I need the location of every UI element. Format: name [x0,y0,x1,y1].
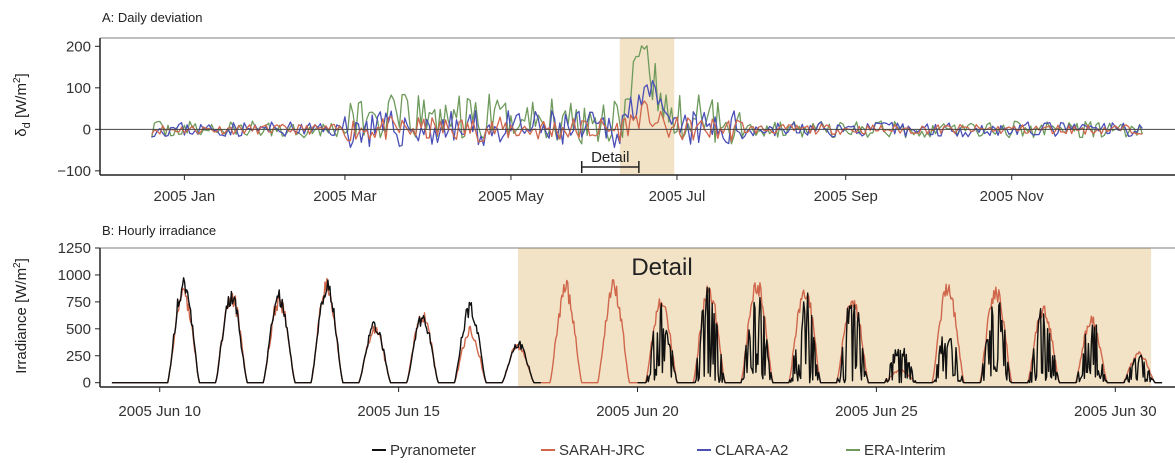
panel-a-xtick-label: 2005 Jan [153,188,215,205]
panel-b-series-pyranometer-1 [111,277,541,384]
panel-b-xtick-label: 2005 Jun 10 [118,403,201,420]
legend-label: Pyranometer [390,442,476,459]
legend-item-sarah-jrc: SARAH-JRC [541,442,645,459]
panel-b-yticks: 0 250 500 750 1000 1250 [58,240,100,392]
panel-a-xtick-label: 2005 Sep [814,188,878,205]
panel-a-detail-label: Detail [591,149,629,166]
panel-a-ytick-label: 0 [83,121,91,138]
panel-a-yticks: −100 0 100 200 [57,38,100,180]
panel-a-series-sarah-jrc [151,100,1143,143]
panel-a-ytick-label: 100 [66,80,91,97]
panel-a-lines [100,45,1175,149]
panel-b-detail-label: Detail [631,254,692,281]
legend-item-era-interim: ERA-Interim [846,442,946,459]
panel-a-xtick-label: 2005 May [478,188,544,205]
panel-b-xtick-label: 2005 Jun 25 [835,403,918,420]
panel-b-series-pyranometer-2 [637,286,1163,384]
legend: Pyranometer SARAH-JRC CLARA-A2 ERA-Interim [372,442,946,459]
panel-b-ytick-label: 0 [83,375,91,392]
panel-b: B: Hourly irradiance Detail 0 250 500 750 10… [12,223,1175,420]
panel-b-xticks: 2005 Jun 10 2005 Jun 15 2005 Jun 20 2005 Ju… [118,387,1157,420]
panel-b-title: B: Hourly irradiance [102,223,216,238]
panel-a-xtick-label: 2005 Mar [313,188,376,205]
panel-b-ytick-label: 250 [66,348,91,365]
panel-a-ytick-label: −100 [57,163,91,180]
panel-a-title: A: Daily deviation [102,10,202,25]
legend-label: ERA-Interim [864,442,946,459]
legend-item-pyranometer: Pyranometer [372,442,476,459]
panel-a-xtick-label: 2005 Jul [649,188,706,205]
panel-b-ytick-label: 500 [66,321,91,338]
panel-b-ytick-label: 1250 [58,240,91,257]
panel-b-ytick-label: 1000 [58,267,91,284]
panel-b-xtick-label: 2005 Jun 15 [357,403,440,420]
panel-a-xtick-label: 2005 Nov [980,188,1045,205]
legend-label: CLARA-A2 [715,442,788,459]
legend-label: SARAH-JRC [559,442,645,459]
panel-a-xticks: 2005 Jan 2005 Mar 2005 May 2005 Jul 2005 Sep… [153,175,1044,205]
panel-a-axes [99,37,1175,176]
panel-b-ylabel: Irradiance [W/m2] [12,258,30,374]
legend-item-clara-a2: CLARA-A2 [697,442,788,459]
panel-a-ytick-label: 200 [66,38,91,55]
panel-b-lines [111,277,1163,384]
panel-a-ylabel: δd [W/m2] [12,73,33,136]
panel-b-ytick-label: 750 [66,294,91,311]
panel-b-xtick-label: 2005 Jun 30 [1074,403,1157,420]
panel-a-detail-bracket: Detail [580,149,640,173]
panel-b-xtick-label: 2005 Jun 20 [596,403,679,420]
